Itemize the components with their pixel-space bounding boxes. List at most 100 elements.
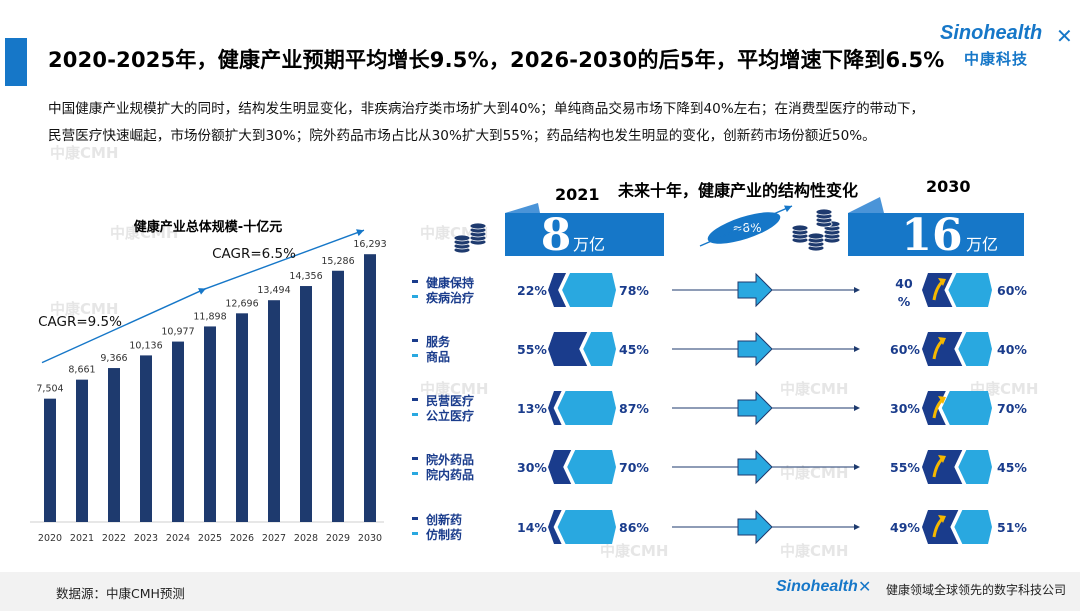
share-start-segment-a xyxy=(548,510,562,544)
transition-arrow-icon xyxy=(737,331,773,367)
banner-2030 xyxy=(848,213,1024,256)
bar-2020 xyxy=(44,398,56,522)
share-start-a-label: 22% xyxy=(517,283,547,298)
share-start-segment-a xyxy=(548,450,572,484)
bar-2025 xyxy=(204,326,216,522)
share-end-a-label: 55% xyxy=(890,460,920,475)
increase-arrow-icon xyxy=(932,457,944,478)
bar-2024 xyxy=(172,341,184,522)
share-end-segment-a xyxy=(922,391,946,425)
brand-logo: Sinohealth ✕ 中康科技 xyxy=(940,22,1076,72)
share-end-segment-a xyxy=(922,332,963,366)
legend-dot-b xyxy=(412,472,418,475)
transition-line-head xyxy=(854,405,860,411)
logo-text: Sinohealth xyxy=(940,22,1043,44)
increase-arrow-icon-head xyxy=(938,396,946,404)
size-2030-number: 16 xyxy=(901,210,962,261)
bar-value-label: 9,366 xyxy=(100,353,127,364)
title-accent-bar xyxy=(5,38,27,86)
banner-2021-fold xyxy=(505,203,540,213)
bar-2026 xyxy=(236,313,248,522)
category-b-label: 商品 xyxy=(426,349,450,364)
bar-value-label: 16,293 xyxy=(353,239,386,250)
share-end-segment-b xyxy=(958,450,992,484)
share-start-b-label: 87% xyxy=(619,401,649,416)
increase-arrow-icon-head xyxy=(938,278,946,286)
bar-2030 xyxy=(364,254,376,522)
increase-arrow-icon-head xyxy=(938,337,946,345)
x-tick-label: 2020 xyxy=(38,533,62,544)
growth-arrow-head xyxy=(784,205,792,213)
growth-rate-badge xyxy=(707,212,781,244)
bar-value-label: 10,136 xyxy=(129,340,162,351)
share-start-segment-b xyxy=(557,510,616,544)
share-end-segment-b xyxy=(941,391,992,425)
transition-arrow-icon xyxy=(737,390,773,426)
size-2030-unit: 万亿 xyxy=(966,235,998,254)
page-title: 2020-2025年，健康产业预期平均增长9.5%，2026-2030的后5年，… xyxy=(48,48,945,72)
x-tick-label: 2027 xyxy=(262,533,286,544)
share-start-b-label: 45% xyxy=(619,342,649,357)
cagr-label-1: CAGR=9.5% xyxy=(38,314,122,330)
share-end-segment-b xyxy=(954,510,992,544)
bar-2023 xyxy=(140,355,152,522)
year-start-label: 2021 xyxy=(555,185,600,204)
share-start-segment-a xyxy=(548,273,567,307)
x-tick-label: 2025 xyxy=(198,533,222,544)
share-end-segment-a xyxy=(922,450,963,484)
size-2021-unit: 万亿 xyxy=(573,235,605,254)
size-2021-number: 8 xyxy=(541,210,572,261)
transition-line-head xyxy=(854,524,860,530)
legend-dot-a xyxy=(412,457,418,460)
share-start-a-label: 55% xyxy=(517,342,547,357)
coin-stack-icon xyxy=(453,234,471,242)
x-tick-label: 2024 xyxy=(166,533,190,544)
bar-value-label: 7,504 xyxy=(36,384,63,395)
structure-title: 未来十年，健康产业的结构性变化 xyxy=(618,181,859,200)
x-tick-label: 2028 xyxy=(294,533,318,544)
category-b-label: 公立医疗 xyxy=(426,408,474,423)
coin-stack-icon xyxy=(807,232,825,240)
share-start-a-label: 14% xyxy=(517,520,547,535)
category-a-label: 院外药品 xyxy=(426,452,474,467)
bar-2021 xyxy=(76,379,88,522)
cagr-label-2: CAGR=6.5% xyxy=(212,246,296,262)
transition-line-head xyxy=(854,287,860,293)
bar-value-label: 10,977 xyxy=(161,327,194,338)
increase-arrow-icon xyxy=(932,398,944,419)
share-end-b-label: 45% xyxy=(997,460,1027,475)
legend-dot-a xyxy=(412,398,418,401)
legend-dot-a xyxy=(412,517,418,520)
cagr-arrow-2-head xyxy=(356,229,364,237)
share-start-segment-b xyxy=(583,332,616,366)
bar-2028 xyxy=(300,286,312,522)
bar-2022 xyxy=(108,368,120,522)
share-start-b-label: 86% xyxy=(619,520,649,535)
banner-2030-fold xyxy=(848,197,884,213)
share-start-segment-b xyxy=(567,450,616,484)
share-start-b-label: 78% xyxy=(619,283,649,298)
transition-arrow-icon xyxy=(737,272,773,308)
growth-arrow-line xyxy=(699,205,793,247)
share-start-segment-a xyxy=(548,332,588,366)
share-end-a-label: 30% xyxy=(890,401,920,416)
banner-2021 xyxy=(505,213,664,256)
x-tick-label: 2021 xyxy=(70,533,94,544)
x-tick-label: 2029 xyxy=(326,533,350,544)
coin-stack-icon xyxy=(815,208,833,216)
footer-logo-mark-icon: ✕ xyxy=(858,577,872,596)
increase-arrow-icon xyxy=(932,517,944,538)
description-line-2: 民营医疗快速崛起，市场份额扩大到30%；院外药品市场占比从30%扩大到55%；药… xyxy=(48,128,876,144)
share-start-segment-b xyxy=(557,391,616,425)
legend-dot-a xyxy=(412,339,418,342)
x-tick-label: 2022 xyxy=(102,533,126,544)
increase-arrow-icon xyxy=(932,339,944,360)
share-end-a-label: 60% xyxy=(890,342,920,357)
x-tick-label: 2026 xyxy=(230,533,254,544)
transition-arrow-icon xyxy=(737,449,773,485)
growth-rate-label: ≈8% xyxy=(732,221,761,235)
x-tick-label: 2030 xyxy=(358,533,382,544)
share-end-segment-b xyxy=(958,332,992,366)
